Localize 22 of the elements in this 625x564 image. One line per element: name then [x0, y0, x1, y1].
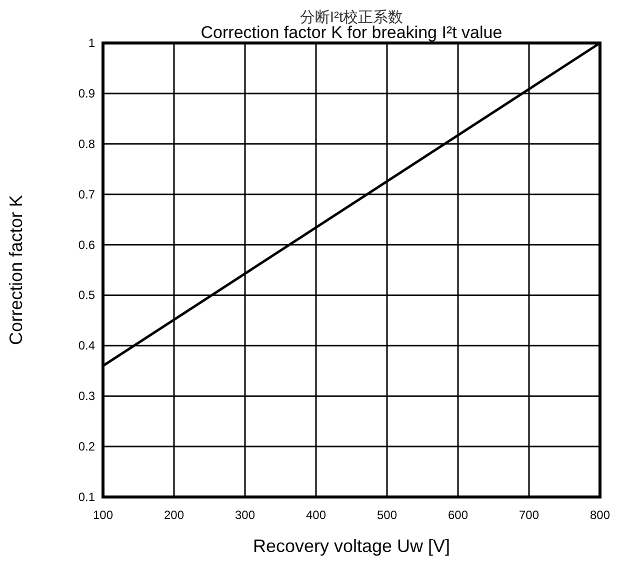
x-tick-label: 400	[306, 508, 326, 522]
chart-subtitle: Correction factor K for breaking I²t value	[200, 23, 502, 42]
y-tick-label: 0.1	[78, 490, 96, 504]
x-tick-label: 800	[590, 508, 610, 522]
x-tick-label: 100	[92, 508, 114, 522]
y-tick-label: 0.2	[78, 440, 96, 454]
y-tick-label: 0.4	[78, 338, 96, 353]
y-tick-label: 1	[88, 36, 96, 50]
y-axis-title: Correction factor K	[6, 194, 26, 346]
x-tick-label: 300	[234, 508, 256, 522]
y-tick-label: 0.3	[78, 389, 96, 404]
x-tick-label: 600	[448, 508, 468, 522]
y-tick-label: 0.8	[78, 136, 96, 151]
y-tick-label: 0.5	[78, 288, 96, 302]
y-tick-label: 0.9	[78, 86, 96, 100]
x-tick-label: 200	[164, 508, 184, 522]
y-tick-label: 0.6	[78, 238, 96, 252]
x-axis-title: Recovery voltage Uw [V]	[252, 536, 450, 556]
x-tick-label: 700	[518, 508, 540, 522]
y-tick-label: 0.7	[78, 187, 96, 202]
chart-title: 分断I²t校正系数	[300, 9, 404, 26]
x-tick-label: 500	[376, 508, 398, 522]
